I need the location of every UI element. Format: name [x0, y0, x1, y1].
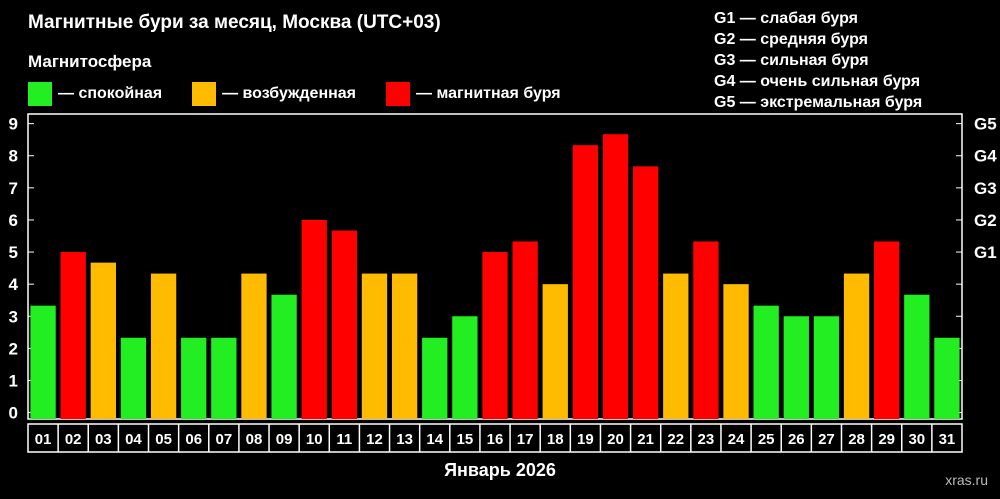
g-scale-item-g3: G3 — сильная буря [714, 52, 869, 69]
x-tick-label-18: 18 [547, 431, 564, 448]
bar-27 [813, 316, 840, 419]
bar-20 [602, 134, 629, 419]
x-tick-label-08: 08 [246, 431, 263, 448]
bar-06 [181, 337, 207, 419]
x-tick-label-07: 07 [215, 431, 232, 448]
bar-21 [632, 166, 659, 419]
x-tick-label-28: 28 [848, 431, 865, 448]
legend-swatch-excited [192, 82, 217, 106]
x-tick-label-29: 29 [878, 431, 895, 448]
legend-label-storm: — магнитная буря [416, 85, 561, 102]
x-tick-label-17: 17 [517, 431, 534, 448]
legend-item-calm: — спокойная [28, 82, 162, 106]
bar-11 [331, 230, 358, 419]
status-legend: — спокойная — возбужденная — магнитная б… [28, 82, 591, 106]
legend-label-calm: — спокойная [58, 85, 163, 102]
x-tick-label-14: 14 [426, 431, 443, 448]
x-tick-label-02: 02 [65, 431, 82, 448]
x-tick-label-30: 30 [908, 431, 925, 448]
legend-swatch-storm [386, 82, 411, 106]
bar-30 [904, 294, 930, 419]
bar-07 [211, 337, 237, 419]
bar-12 [361, 273, 388, 419]
bar-15 [452, 316, 478, 419]
y-tick-label: 5 [9, 243, 18, 262]
x-tick-label-03: 03 [95, 431, 112, 448]
g-scale-item-g1: G1 — слабая буря [714, 10, 859, 27]
x-tick-label-21: 21 [637, 431, 654, 448]
x-tick-label-11: 11 [336, 431, 352, 448]
x-tick-label-09: 09 [276, 431, 293, 448]
y-tick-label: 3 [9, 307, 18, 326]
x-tick-label-25: 25 [758, 431, 775, 448]
y-tick-label: 8 [9, 147, 18, 166]
bar-17 [512, 241, 538, 419]
x-tick-label-26: 26 [788, 431, 805, 448]
legend-item-excited: — возбужденная [192, 82, 356, 106]
legend-swatch-calm [28, 82, 52, 106]
bar-09 [271, 294, 297, 419]
y-tick-label: 4 [9, 275, 19, 294]
bar-05 [150, 273, 177, 419]
y-tick-label: 6 [9, 211, 18, 230]
bar-04 [120, 337, 147, 419]
x-tick-label-10: 10 [306, 431, 323, 448]
x-tick-label-31: 31 [939, 431, 956, 448]
g-scale-item-g2: G2 — средняя буря [714, 31, 868, 48]
bar-26 [783, 316, 809, 419]
bar-10 [301, 219, 327, 419]
x-tick-label-23: 23 [698, 431, 715, 448]
x-tick-label-16: 16 [487, 431, 504, 448]
bar-22 [663, 273, 689, 419]
y-tick-label: 7 [9, 179, 18, 198]
x-label-row [27, 423, 963, 453]
x-tick-label-12: 12 [366, 431, 383, 448]
watermark: xras.ru [945, 472, 988, 488]
x-axis-label: Январь 2026 [444, 460, 556, 480]
bar-16 [482, 252, 508, 419]
legend-item-storm: — магнитная буря [386, 82, 561, 106]
x-tick-label-15: 15 [457, 431, 474, 448]
g-scale-legend: G1 — слабая буря G2 — средняя буря G3 — … [714, 8, 922, 113]
bar-24 [723, 284, 749, 419]
bar-18 [542, 284, 568, 419]
right-axis-label-g4: G4 [974, 147, 997, 166]
x-tick-label-22: 22 [667, 431, 684, 448]
x-tick-label-06: 06 [185, 431, 202, 448]
x-tick-label-20: 20 [607, 431, 624, 448]
legend-label-excited: — возбужденная [222, 85, 357, 102]
x-tick-label-27: 27 [818, 431, 835, 448]
y-tick-label: 2 [9, 339, 18, 358]
y-tick-label: 1 [9, 371, 18, 390]
right-axis-label-g3: G3 [974, 179, 997, 198]
bar-01 [30, 305, 56, 419]
right-axis-label-g1: G1 [974, 243, 997, 262]
x-tick-label-01: 01 [35, 431, 52, 448]
magnetosphere-heading: Магнитосфера [28, 52, 152, 71]
bar-13 [391, 273, 418, 419]
y-tick-label: 0 [9, 404, 18, 423]
bar-14 [422, 337, 448, 419]
x-tick-label-19: 19 [577, 431, 594, 448]
bar-28 [843, 273, 870, 419]
x-tick-label-05: 05 [155, 431, 172, 448]
bar-03 [90, 262, 116, 419]
bar-08 [241, 273, 267, 419]
bar-23 [693, 241, 719, 419]
y-tick-label: 9 [9, 115, 18, 134]
x-tick-label-04: 04 [125, 431, 142, 448]
bar-31 [934, 337, 960, 419]
chart-title: Магнитные бури за месяц, Москва (UTC+03) [28, 12, 441, 33]
g-scale-item-g4: G4 — очень сильная буря [714, 73, 921, 90]
x-tick-label-13: 13 [396, 431, 413, 448]
bar-25 [753, 305, 779, 419]
g-scale-item-g5: G5 — экстремальная буря [714, 94, 923, 111]
bar-19 [572, 145, 599, 420]
x-tick-label-24: 24 [728, 431, 745, 448]
bar-02 [60, 252, 86, 419]
bar-29 [874, 241, 900, 419]
right-axis-label-g2: G2 [974, 211, 997, 230]
right-axis-label-g5: G5 [974, 115, 997, 134]
